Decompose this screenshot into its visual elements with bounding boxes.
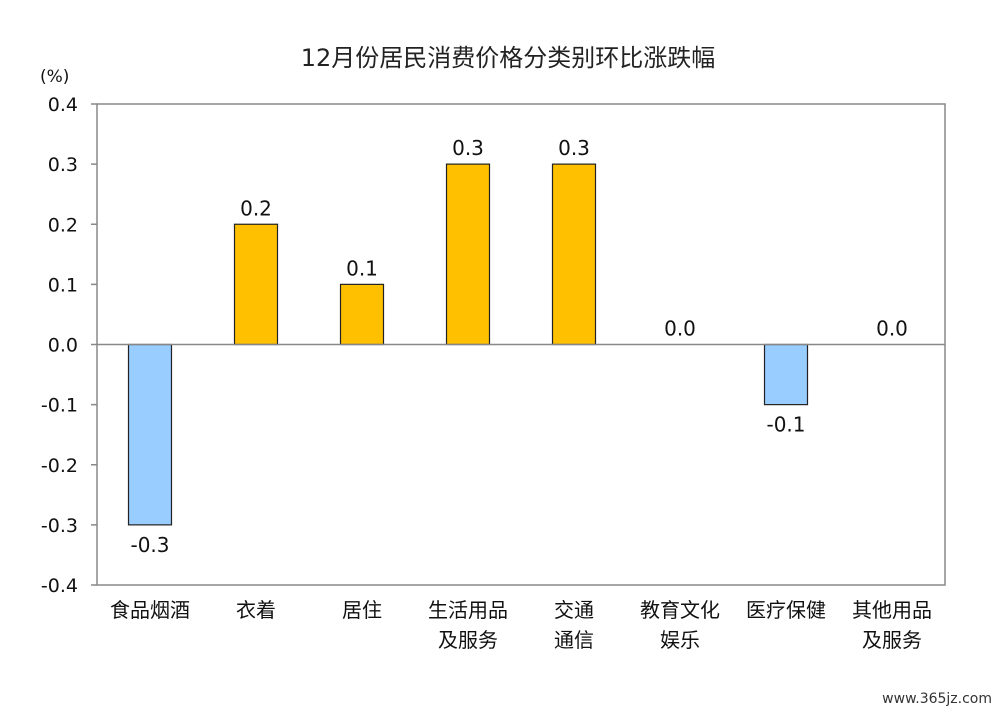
y-tick-label: 0.4	[48, 94, 78, 116]
data-label: 0.3	[558, 136, 590, 160]
y-tick-label: -0.1	[41, 395, 78, 417]
category-label: 居住	[342, 598, 382, 622]
y-tick-label: -0.3	[41, 515, 78, 537]
category-label: 衣着	[236, 598, 276, 622]
category-label: 及服务	[862, 628, 922, 652]
data-label: 0.1	[346, 256, 378, 280]
bar	[551, 163, 597, 346]
y-tick-label: -0.2	[41, 455, 78, 477]
bar	[445, 163, 491, 346]
bar	[233, 223, 279, 346]
bar	[763, 343, 809, 406]
data-label: -0.3	[130, 533, 169, 557]
category-label: 通信	[554, 628, 594, 652]
data-label: 0.3	[452, 136, 484, 160]
y-tick-label: 0.0	[48, 335, 78, 357]
category-label: 其他用品	[852, 598, 932, 622]
chart-title: 12月份居民消费价格分类别环比涨跌幅	[301, 44, 716, 72]
bars	[127, 163, 809, 526]
category-label: 交通	[554, 598, 594, 622]
y-tick-label: 0.3	[48, 154, 78, 176]
category-label: 食品烟酒	[110, 598, 190, 622]
y-unit-label: (%)	[40, 67, 69, 87]
category-label: 娱乐	[660, 628, 700, 652]
data-label: 0.2	[240, 196, 272, 220]
category-label: 生活用品	[428, 598, 508, 622]
data-label: 0.0	[664, 317, 696, 341]
category-label: 及服务	[438, 628, 498, 652]
bar	[339, 283, 385, 346]
data-label: -0.1	[766, 413, 805, 437]
y-tick-label: -0.4	[41, 575, 78, 597]
y-tick-label: 0.1	[48, 274, 78, 296]
y-tick-label: 0.2	[48, 214, 78, 236]
data-labels: -0.3 0.2 0.1 0.3 0.3 0.0 -0.1 0.0	[130, 136, 907, 557]
bar	[127, 343, 173, 526]
data-label: 0.0	[876, 317, 908, 341]
category-label: 医疗保健	[746, 598, 826, 622]
y-axis: 0.4 0.3 0.2 0.1 0.0 -0.1 -0.2 -0.3 -0.4	[41, 94, 97, 597]
watermark: www.365jz.com	[882, 691, 992, 707]
category-label: 教育文化	[640, 598, 720, 622]
